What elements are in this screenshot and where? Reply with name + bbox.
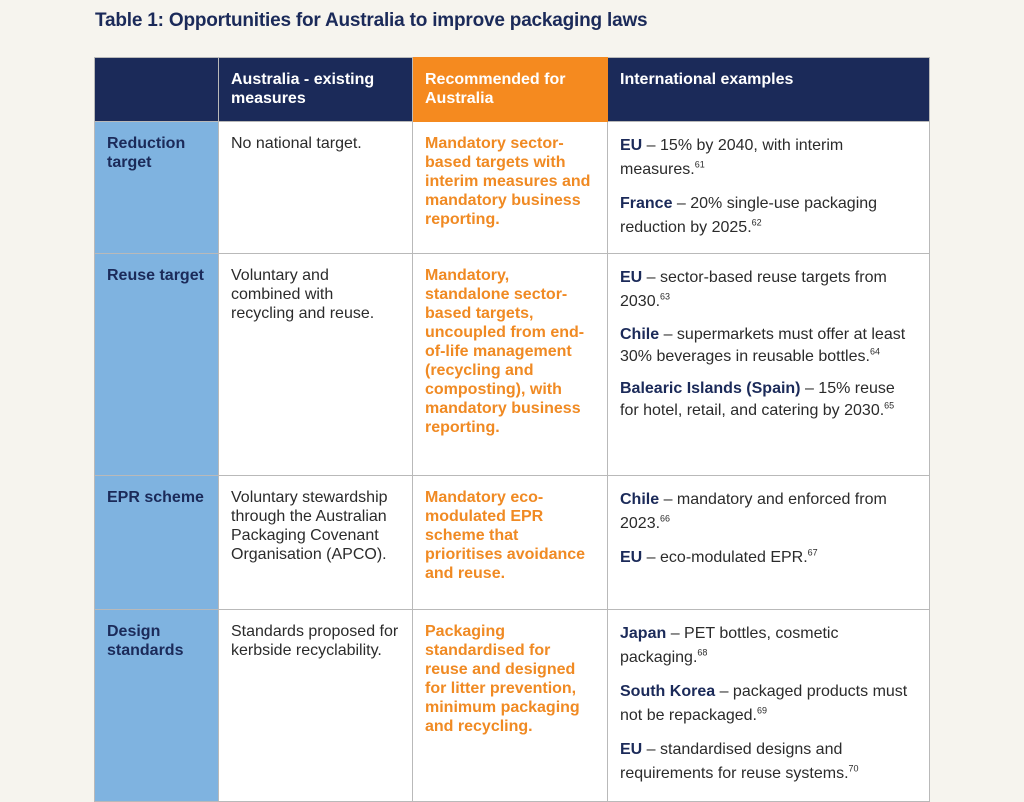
packaging-laws-table: Australia - existing measures Recommende… [94,57,930,802]
row-label: Reduction target [94,121,219,254]
table-row: Reuse target Voluntary and combined with… [94,253,930,476]
recommended-cell: Mandatory, standalone sector-based targe… [412,253,608,476]
table-row: EPR scheme Voluntary stewardship through… [94,475,930,610]
example-item: South Korea – packaged products must not… [620,683,908,724]
example-item: Balearic Islands (Spain) – 15% reuse for… [620,380,895,419]
international-examples-cell: EU – 15% by 2040, with interim measures.… [607,121,930,254]
row-label: EPR scheme [94,475,219,610]
existing-measures-cell: Voluntary stewardship through the Austra… [218,475,413,610]
recommended-cell: Mandatory eco-modulated EPR scheme that … [412,475,608,610]
example-item: Chile – supermarkets must offer at least… [620,326,906,365]
table-title: Table 1: Opportunities for Australia to … [95,10,648,31]
recommended-cell: Packaging standardised for reuse and des… [412,609,608,802]
example-item: Chile – mandatory and enforced from 2023… [620,491,887,532]
header-corner [94,57,219,122]
example-item: EU – eco-modulated EPR.67 [620,547,818,566]
example-item: EU – 15% by 2040, with interim measures.… [620,137,844,178]
existing-measures-cell: Standards proposed for kerbside recyclab… [218,609,413,802]
row-label: Design standards [94,609,219,802]
table-row: Reduction target No national target. Man… [94,121,930,254]
example-item: EU – sector-based reuse targets from 203… [620,269,887,310]
header-international: International examples [607,57,930,122]
example-item: EU – standardised designs and requiremen… [620,741,859,782]
existing-measures-cell: No national target. [218,121,413,254]
header-existing: Australia - existing measures [218,57,413,122]
example-item: Japan – PET bottles, cosmetic packaging.… [620,625,839,666]
header-row: Australia - existing measures Recommende… [94,57,930,122]
row-label: Reuse target [94,253,219,476]
international-examples-cell: EU – sector-based reuse targets from 203… [607,253,930,476]
table-row: Design standards Standards proposed for … [94,609,930,802]
example-item: France – 20% single-use packaging reduct… [620,195,878,236]
recommended-cell: Mandatory sector-based targets with inte… [412,121,608,254]
international-examples-cell: Chile – mandatory and enforced from 2023… [607,475,930,610]
existing-measures-cell: Voluntary and combined with recycling an… [218,253,413,476]
header-recommended: Recommended for Australia [412,57,608,122]
international-examples-cell: Japan – PET bottles, cosmetic packaging.… [607,609,930,802]
